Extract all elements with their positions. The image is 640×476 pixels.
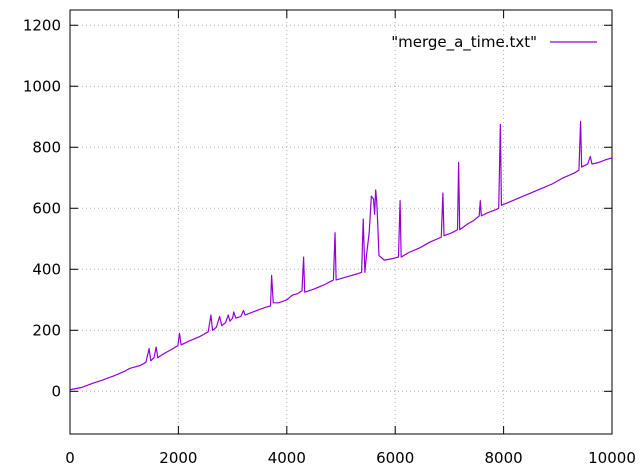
series-layer: [69, 120, 613, 391]
y-tick-label: 200: [32, 321, 61, 339]
axis-ticks: 0 200 400 600 800 1000 1200 0 2000 4000 6000 8000 10…: [23, 10, 636, 467]
y-tick-label: 400: [32, 260, 61, 278]
series-line: [69, 120, 613, 391]
y-tick-label: 1000: [23, 77, 61, 95]
legend: "merge_a_time.txt": [391, 33, 597, 52]
y-tick-label: 0: [51, 382, 61, 400]
x-tick-label: 0: [65, 449, 75, 467]
x-tick-label: 8000: [485, 449, 523, 467]
legend-label: "merge_a_time.txt": [391, 33, 537, 52]
x-tick-label: 2000: [159, 449, 197, 467]
x-tick-label: 10000: [588, 449, 636, 467]
y-tick-label: 800: [32, 138, 61, 156]
plot-frame: [69, 9, 613, 435]
x-tick-label: 6000: [376, 449, 414, 467]
y-tick-label: 600: [32, 199, 61, 217]
x-tick-label: 4000: [268, 449, 306, 467]
grid: [69, 10, 613, 434]
y-tick-label: 1200: [23, 16, 61, 34]
